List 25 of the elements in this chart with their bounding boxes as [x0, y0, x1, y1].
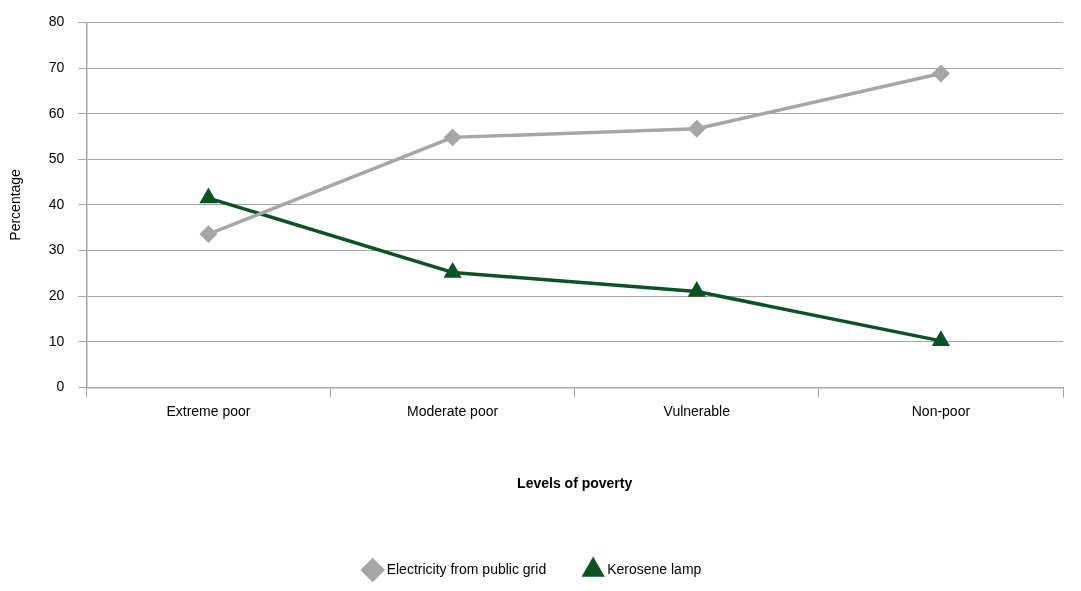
- y-tick-label: 10: [48, 332, 65, 349]
- y-tick-label: 70: [48, 58, 65, 75]
- point: [932, 65, 950, 82]
- y-tick-label: 0: [56, 378, 65, 395]
- y-tick-label: 20: [48, 287, 65, 304]
- point: [444, 263, 461, 278]
- point: [688, 120, 706, 137]
- y-tick-label: 80: [48, 13, 65, 30]
- y-tick-label: 50: [48, 150, 65, 167]
- y-tick-label: 60: [48, 104, 65, 121]
- point: [200, 225, 217, 243]
- point: [688, 282, 705, 297]
- y-tick-label: 30: [48, 241, 65, 258]
- y-axis-title: Percentage: [7, 168, 24, 241]
- x-tick-label: Non-poor: [911, 402, 971, 419]
- x-tick-label: Moderate poor: [407, 402, 499, 419]
- x-axis-title: Levels of poverty: [517, 475, 633, 492]
- y-tick-label: 40: [48, 195, 65, 212]
- point: [933, 332, 949, 347]
- point: [200, 189, 217, 204]
- x-tick-label: Vulnerable: [663, 402, 731, 419]
- legend-label: Electricity from public grid: [386, 560, 547, 577]
- legend-label: Kerosene lamp: [607, 560, 702, 577]
- point: [444, 129, 461, 146]
- x-tick-label: Extreme poor: [166, 402, 251, 419]
